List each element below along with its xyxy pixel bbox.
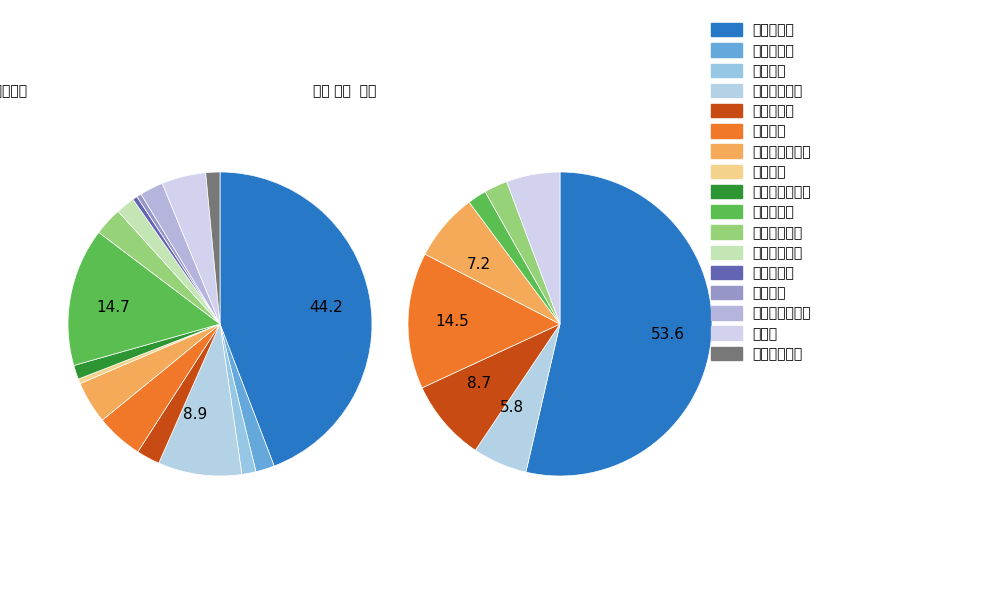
Wedge shape — [141, 184, 220, 324]
Wedge shape — [422, 324, 560, 450]
Legend: ストレート, ツーシーム, シュート, カットボール, スプリット, フォーク, チェンジアップ, シンカー, 高速スライダー, スライダー, 縦スライダー, : ストレート, ツーシーム, シュート, カットボール, スプリット, フォーク,… — [707, 19, 816, 365]
Wedge shape — [220, 324, 274, 472]
Wedge shape — [78, 324, 220, 383]
Wedge shape — [102, 324, 220, 452]
Wedge shape — [408, 254, 560, 388]
Wedge shape — [133, 197, 220, 324]
Text: 5.8: 5.8 — [500, 400, 524, 415]
Wedge shape — [475, 324, 560, 472]
Wedge shape — [137, 194, 220, 324]
Wedge shape — [469, 192, 560, 324]
Wedge shape — [118, 199, 220, 324]
Wedge shape — [507, 172, 560, 324]
Wedge shape — [99, 211, 220, 324]
Wedge shape — [68, 232, 220, 365]
Wedge shape — [526, 172, 712, 476]
Text: セ・リーグ全プレイヤー: セ・リーグ全プレイヤー — [0, 84, 27, 98]
Wedge shape — [220, 324, 256, 475]
Wedge shape — [220, 172, 372, 466]
Text: 7.2: 7.2 — [466, 257, 490, 272]
Wedge shape — [74, 324, 220, 379]
Text: 14.5: 14.5 — [435, 314, 469, 329]
Text: 8.9: 8.9 — [183, 407, 208, 422]
Wedge shape — [485, 182, 560, 324]
Text: 53.6: 53.6 — [651, 327, 685, 342]
Wedge shape — [138, 324, 220, 463]
Text: 14.7: 14.7 — [97, 299, 130, 314]
Text: 44.2: 44.2 — [310, 300, 343, 315]
Text: 8.7: 8.7 — [467, 376, 491, 391]
Wedge shape — [162, 173, 220, 324]
Wedge shape — [425, 202, 560, 324]
Wedge shape — [80, 324, 220, 420]
Text: 若林 晃弘  選手: 若林 晃弘 選手 — [313, 84, 376, 98]
Wedge shape — [159, 324, 242, 476]
Wedge shape — [206, 172, 220, 324]
